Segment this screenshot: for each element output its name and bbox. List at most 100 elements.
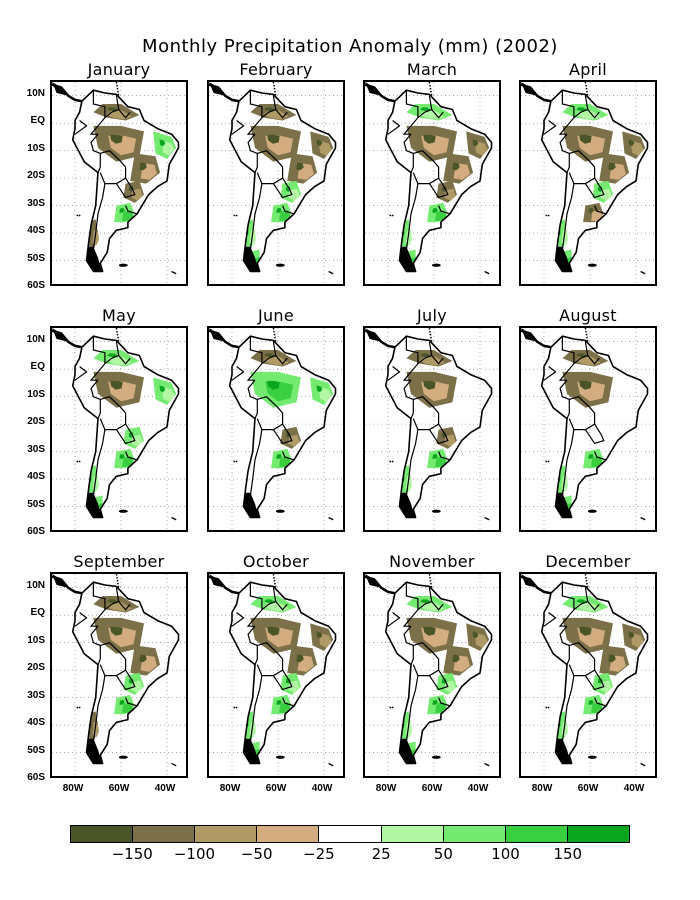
coastline: [71, 581, 180, 765]
figure-title: Monthly Precipitation Anomaly (mm) (2002…: [142, 36, 558, 57]
falkland-islands: [431, 755, 441, 759]
anomaly-peak-southcone: [588, 207, 594, 213]
latitude-tick-label: 10S: [27, 388, 45, 400]
central-america-shading: [52, 328, 69, 342]
country-border: [272, 669, 293, 691]
south-georgia-island: [171, 762, 177, 767]
colorbar-label: −50: [240, 845, 273, 863]
country-border: [282, 697, 295, 707]
falkland-islands: [587, 755, 597, 759]
colorbar-swatch: [133, 826, 196, 842]
country-border: [256, 396, 284, 431]
country-border: [417, 341, 433, 365]
south-georgia-island: [171, 270, 177, 275]
anomaly-shading: [84, 350, 177, 518]
juan-fernandez-island: [547, 706, 550, 709]
south-georgia-island: [640, 270, 646, 275]
country-border: [417, 587, 433, 611]
country-border: [387, 120, 401, 135]
country-border: [438, 205, 451, 215]
south-georgia-island: [328, 516, 334, 521]
anomaly-peak-east: [316, 385, 323, 393]
map-svg: [52, 328, 186, 530]
colorbar-swatch: [505, 826, 568, 842]
country-border: [587, 601, 600, 611]
juan-fernandez-island: [389, 214, 392, 217]
anomaly-peak-southcone: [276, 453, 282, 459]
latitude-tick-label: 50S: [27, 252, 45, 264]
anomaly-peak-east: [628, 631, 635, 639]
coastline: [71, 335, 180, 519]
central-america-shading: [365, 328, 382, 342]
country-border: [403, 429, 419, 513]
map-panel: [50, 80, 188, 286]
south-georgia-island: [640, 762, 646, 767]
country-border: [247, 133, 258, 173]
country-border: [272, 423, 293, 445]
map-svg: [521, 574, 655, 776]
central-america-shading: [209, 328, 226, 342]
coastline: [384, 581, 493, 765]
panel-title: April: [568, 60, 608, 79]
longitude-tick-label: 80W: [375, 783, 397, 794]
country-border: [584, 423, 605, 445]
country-border: [74, 366, 88, 381]
anomaly-core-southcone: [435, 702, 447, 713]
juan-fernandez-island: [235, 460, 238, 463]
latitude-tick-label: 20S: [27, 416, 45, 428]
country-border: [431, 109, 444, 119]
country-border: [584, 177, 605, 199]
panel-title: May: [102, 306, 136, 325]
country-border: [275, 601, 288, 611]
country-border: [387, 366, 401, 381]
caribbean-islands: [272, 574, 277, 588]
anomaly-shading: [553, 596, 646, 764]
country-border: [403, 625, 414, 665]
anomaly-core-east: [630, 140, 644, 156]
south-georgia-island: [640, 516, 646, 521]
caribbean-islands: [115, 328, 120, 342]
country-border: [90, 183, 106, 267]
central-america-shading: [209, 574, 226, 588]
juan-fernandez-island: [78, 214, 81, 217]
map-svg: [52, 82, 186, 284]
falkland-islands: [431, 509, 441, 513]
caribbean-islands: [584, 82, 589, 96]
anomaly-peak-southcone: [119, 699, 125, 705]
juan-fernandez-island: [391, 214, 394, 217]
country-border: [412, 642, 440, 677]
anomaly-core-east: [474, 140, 488, 156]
latitude-tick-label: 10S: [27, 142, 45, 154]
country-border: [431, 601, 444, 611]
panel-title: September: [73, 552, 165, 571]
country-border: [89, 582, 106, 627]
latitude-tick-label: 50S: [27, 744, 45, 756]
map-panel: [519, 572, 657, 778]
anomaly-peak-central: [139, 162, 147, 171]
anomaly-peak-amazon: [267, 134, 280, 144]
country-border: [559, 625, 570, 665]
falkland-islands: [275, 509, 285, 513]
country-border: [559, 379, 570, 419]
colorbar-swatch: [443, 826, 506, 842]
panel-title: November: [389, 552, 475, 571]
country-border: [246, 90, 263, 135]
panel-title: February: [239, 60, 313, 79]
country-border: [568, 396, 596, 431]
caribbean-islands: [428, 574, 433, 588]
anomaly-peak-southcone: [119, 453, 125, 459]
country-border: [115, 669, 136, 691]
colorbar-label: 25: [371, 845, 391, 863]
anomaly-peak-amazon: [423, 134, 436, 144]
country-border: [247, 183, 263, 267]
country-border: [99, 150, 127, 185]
longitude-tick-label: 60W: [265, 783, 287, 794]
longitude-tick-label: 80W: [531, 783, 553, 794]
anomaly-peak-amazon: [110, 134, 123, 144]
anomaly-peak-southcone: [119, 207, 125, 213]
country-border: [247, 379, 258, 419]
country-border: [587, 355, 600, 365]
country-border: [282, 205, 295, 215]
country-border: [438, 697, 451, 707]
country-border: [125, 205, 138, 215]
